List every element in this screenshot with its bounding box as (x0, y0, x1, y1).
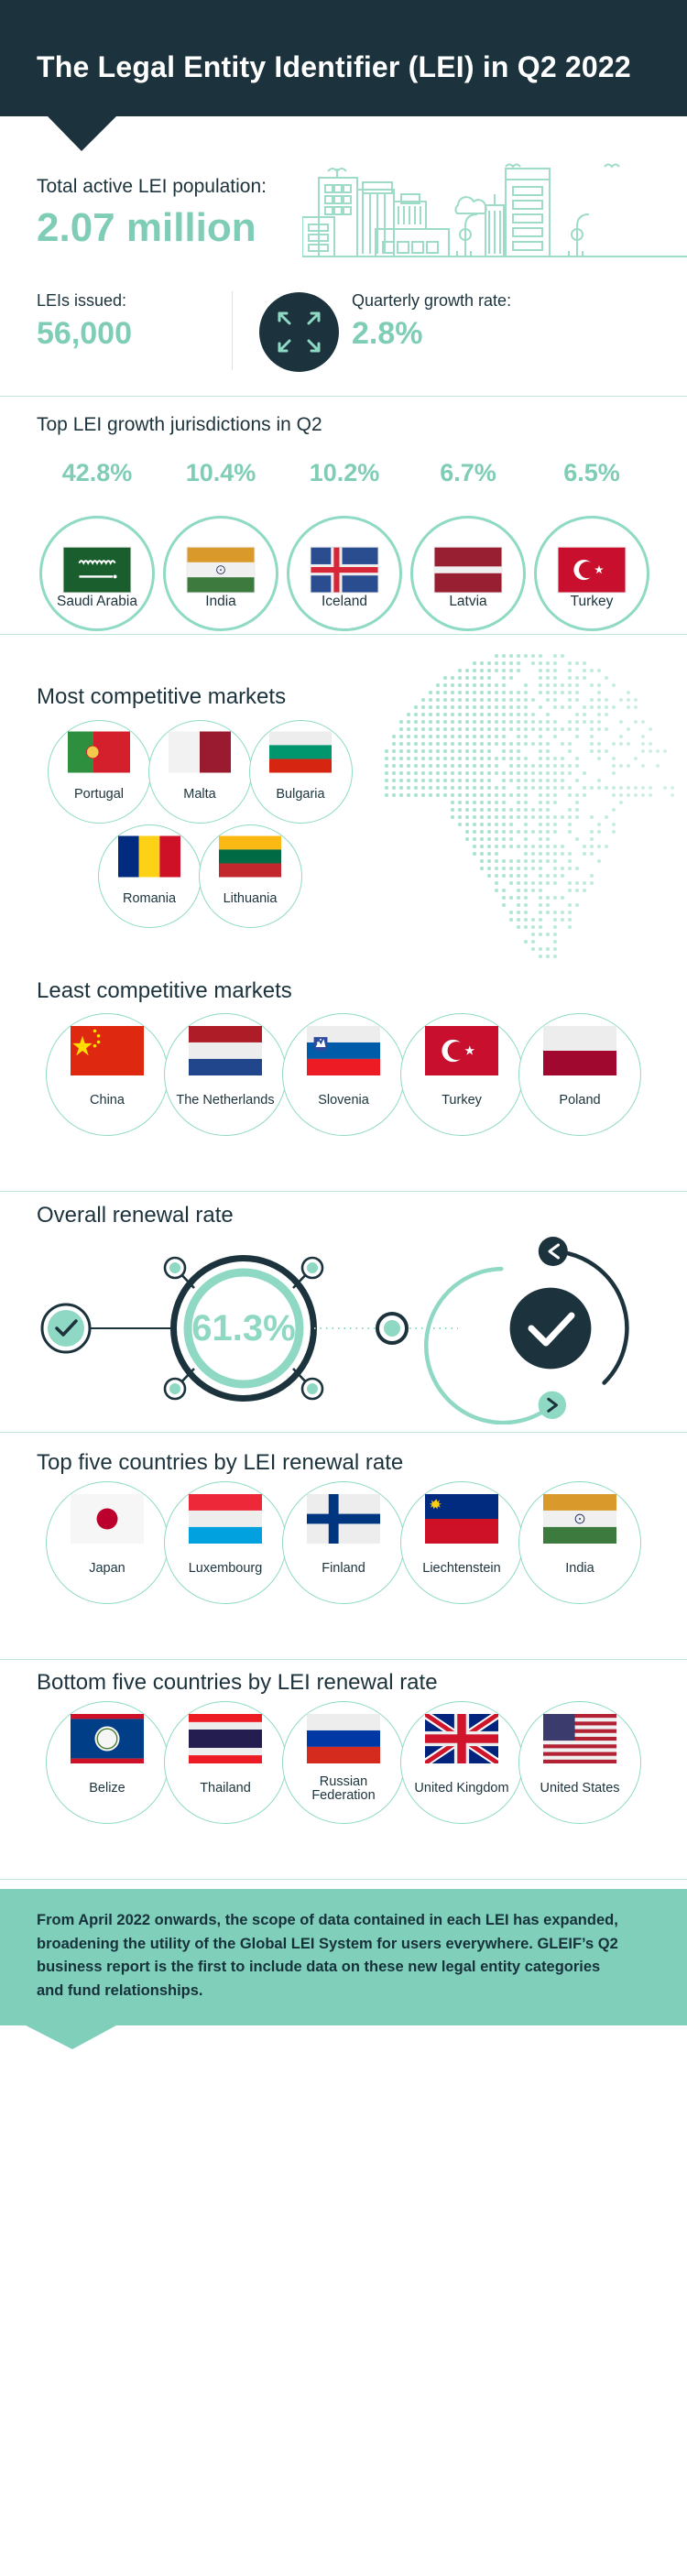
svg-text:61.3%: 61.3% (191, 1308, 295, 1348)
